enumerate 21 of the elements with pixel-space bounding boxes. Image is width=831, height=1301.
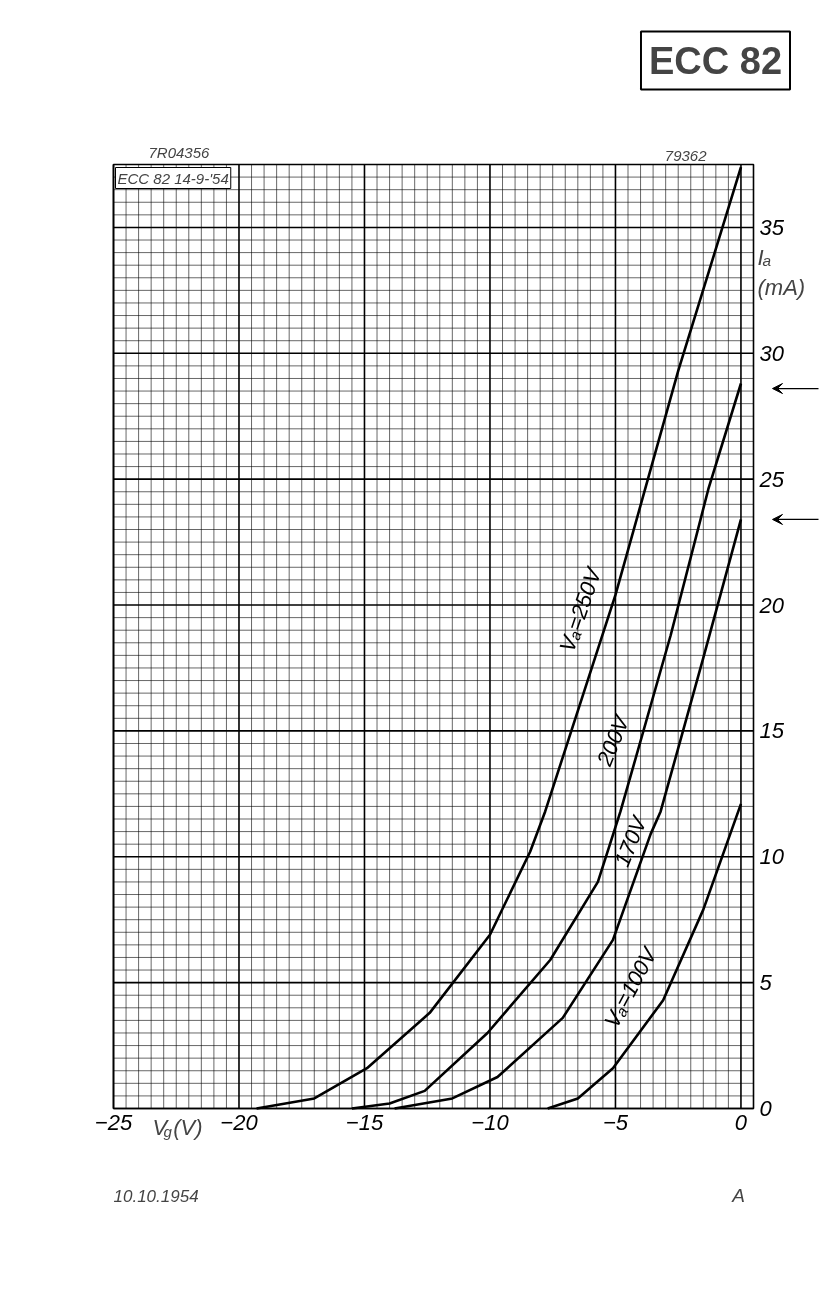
y-tick-label: 35 <box>759 214 785 240</box>
text: 79362 <box>664 146 708 164</box>
text: A <box>731 1185 745 1206</box>
y-tick-label: 20 <box>758 592 785 618</box>
text: 170V <box>609 811 653 871</box>
x-tick-label: −15 <box>345 1109 384 1135</box>
x-tick-label: 0 <box>734 1109 748 1135</box>
x-tick-label: −20 <box>220 1109 259 1135</box>
y-axis-title: Iₐ (mA) <box>757 245 806 300</box>
text: 10.10.1954 <box>113 1186 199 1206</box>
y-tick-label: 10 <box>759 844 785 870</box>
y-tick-label: 25 <box>758 466 785 492</box>
x-tick-label: −25 <box>94 1109 133 1135</box>
x-tick-label: −5 <box>602 1109 629 1135</box>
text: 7R04356 <box>148 143 211 161</box>
y-tick-label: 30 <box>759 340 785 366</box>
y-tick-label: 5 <box>759 970 773 996</box>
x-tick-label: −10 <box>471 1109 510 1135</box>
y-tick-label: 15 <box>759 718 785 744</box>
annotation: ECC 82 14-9-'54 <box>117 169 229 187</box>
chart-title: ECC 82 <box>648 39 783 82</box>
